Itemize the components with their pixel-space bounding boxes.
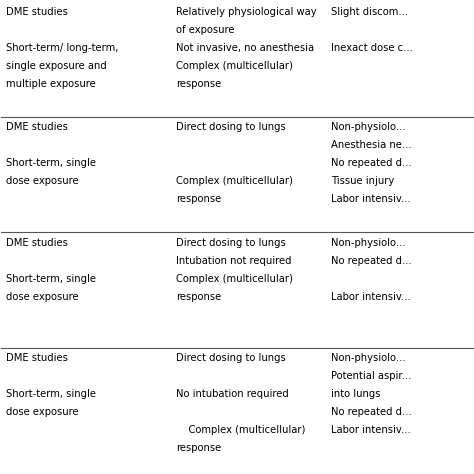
Text: Non-physiolo...: Non-physiolo... [331,354,406,364]
Text: Direct dosing to lungs: Direct dosing to lungs [176,238,285,248]
Text: Non-physiolo...: Non-physiolo... [331,122,406,133]
Text: Short-term, single: Short-term, single [6,274,96,284]
Text: Labor intensiv...: Labor intensiv... [331,194,411,204]
Text: dose exposure: dose exposure [6,292,79,301]
Text: Labor intensiv...: Labor intensiv... [331,425,411,435]
Text: Complex (multicellular): Complex (multicellular) [176,61,292,71]
Text: into lungs: into lungs [331,389,381,399]
Text: DME studies: DME studies [6,354,68,364]
Text: response: response [176,194,221,204]
Text: Complex (multicellular): Complex (multicellular) [176,274,292,284]
Text: No repeated d...: No repeated d... [331,407,412,417]
Text: DME studies: DME studies [6,238,68,248]
Text: Complex (multicellular): Complex (multicellular) [176,176,292,186]
Text: Inexact dose c...: Inexact dose c... [331,43,413,53]
Text: Short-term, single: Short-term, single [6,158,96,168]
Text: Complex (multicellular): Complex (multicellular) [176,425,305,435]
Text: Intubation not required: Intubation not required [176,256,291,266]
Text: No repeated d...: No repeated d... [331,256,412,266]
Text: response: response [176,79,221,89]
Text: No repeated d...: No repeated d... [331,158,412,168]
Text: Slight discom...: Slight discom... [331,7,409,17]
Text: Not invasive, no anesthesia: Not invasive, no anesthesia [176,43,314,53]
Text: Relatively physiological way: Relatively physiological way [176,7,316,17]
Text: Short-term/ long-term,: Short-term/ long-term, [6,43,118,53]
Text: of exposure: of exposure [176,25,234,35]
Text: Tissue injury: Tissue injury [331,176,394,186]
Text: Potential aspir...: Potential aspir... [331,371,411,381]
Text: multiple exposure: multiple exposure [6,79,96,89]
Text: Labor intensiv...: Labor intensiv... [331,292,411,301]
Text: No intubation required: No intubation required [176,389,289,399]
Text: response: response [176,443,221,453]
Text: response: response [176,292,221,301]
Text: dose exposure: dose exposure [6,407,79,417]
Text: dose exposure: dose exposure [6,176,79,186]
Text: DME studies: DME studies [6,122,68,133]
Text: Non-physiolo...: Non-physiolo... [331,238,406,248]
Text: single exposure and: single exposure and [6,61,107,71]
Text: Short-term, single: Short-term, single [6,389,96,399]
Text: Anesthesia ne...: Anesthesia ne... [331,140,412,150]
Text: Direct dosing to lungs: Direct dosing to lungs [176,122,285,133]
Text: Direct dosing to lungs: Direct dosing to lungs [176,354,285,364]
Text: DME studies: DME studies [6,7,68,17]
